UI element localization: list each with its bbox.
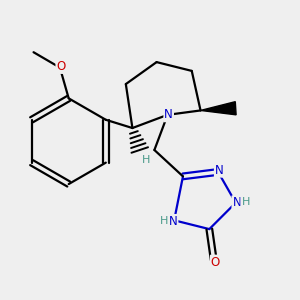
Text: N: N [164,108,173,121]
Text: N: N [169,215,177,228]
Text: O: O [211,256,220,268]
Polygon shape [200,102,236,115]
Text: H: H [242,196,250,207]
Text: H: H [159,216,168,226]
Text: H: H [141,155,150,165]
Text: N: N [232,196,241,209]
Text: O: O [56,60,66,73]
Text: N: N [215,164,224,177]
